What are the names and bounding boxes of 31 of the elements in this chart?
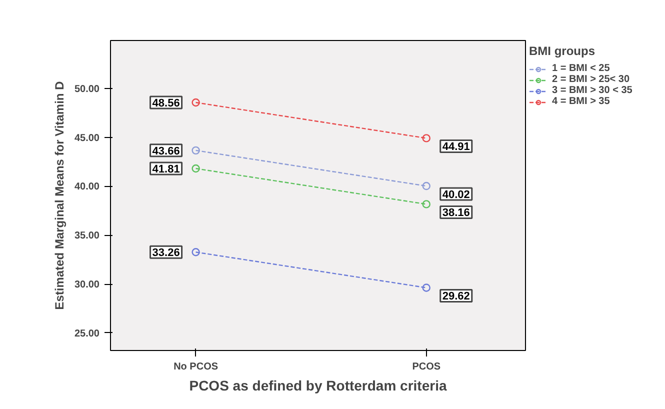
point xyxy=(422,182,430,190)
y-tick-label: 50.00 xyxy=(74,84,100,95)
point xyxy=(192,98,200,107)
y-tick-label: 45.00 xyxy=(74,132,100,144)
y-axis-title: Estimated Marginal Means for Vitamin D xyxy=(52,80,66,310)
point xyxy=(422,200,430,208)
point xyxy=(422,134,430,142)
data-label: 38.16 xyxy=(442,207,470,220)
point xyxy=(422,284,430,292)
legend-label: 2 = BMI > 25< 30 xyxy=(552,74,630,85)
point xyxy=(192,146,200,155)
y-tick-label: 35.00 xyxy=(74,230,100,242)
legend-label: 3 = BMI > 30 < 35 xyxy=(552,85,632,96)
y-tick-label: 25.00 xyxy=(74,328,100,340)
data-label: 33.26 xyxy=(152,247,180,260)
data-label: 44.91 xyxy=(442,141,470,154)
legend-title: BMI groups xyxy=(529,44,596,58)
y-tick-label: 40.00 xyxy=(74,182,100,193)
point xyxy=(192,164,200,173)
x-axis-title: PCOS as defined by Rotterdam criteria xyxy=(189,378,447,394)
point xyxy=(192,248,200,256)
legend-label: 1 = BMI < 25 xyxy=(552,63,610,74)
data-label: 29.62 xyxy=(442,290,470,303)
x-tick-label: PCOS xyxy=(412,362,441,372)
data-label: 43.66 xyxy=(152,145,180,158)
legend-label: 4 = BMI > 35 xyxy=(552,96,610,107)
data-label: 40.02 xyxy=(442,189,470,202)
x-tick-label: No PCOS xyxy=(174,362,218,372)
data-label: 41.81 xyxy=(152,164,180,176)
data-label: 48.56 xyxy=(152,98,180,110)
y-tick-label: 30.00 xyxy=(74,280,100,290)
